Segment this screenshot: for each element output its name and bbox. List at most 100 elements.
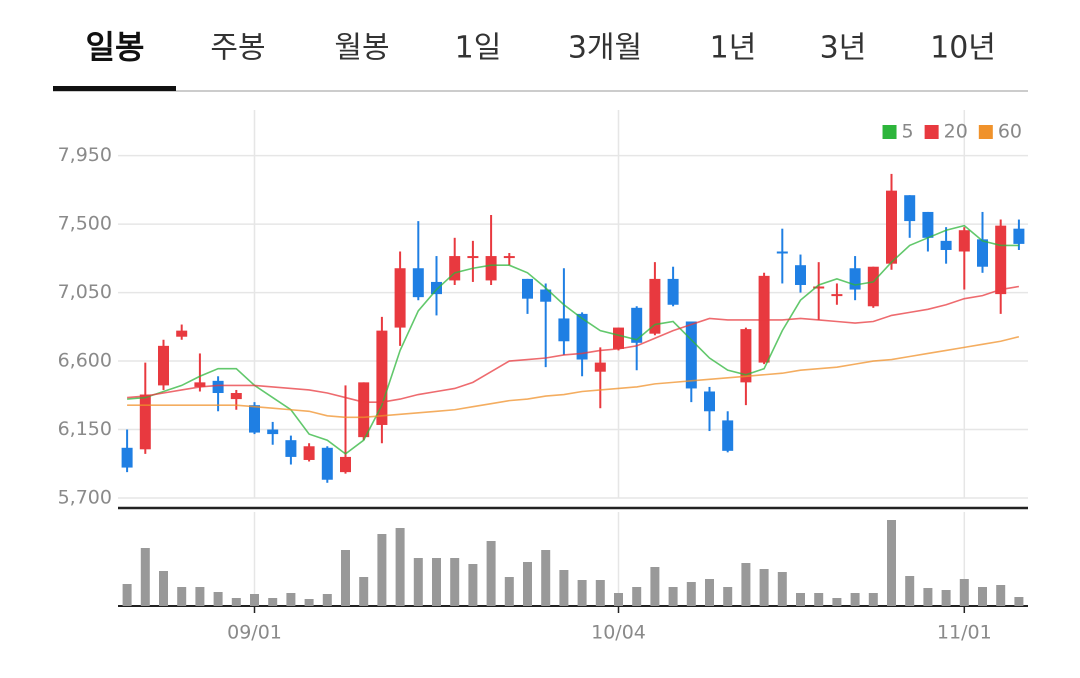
candle-body — [704, 391, 715, 412]
candle-body — [831, 294, 843, 297]
candle-body — [230, 393, 242, 400]
volume-bar — [868, 593, 878, 606]
volume-bar — [250, 594, 259, 606]
candle-body — [667, 278, 679, 305]
volume-bar — [814, 593, 824, 606]
candle-body — [194, 382, 206, 387]
tab[interactable]: 10년 — [930, 31, 996, 66]
tab[interactable]: 주봉 — [210, 31, 265, 66]
volume-bar — [341, 550, 350, 606]
volume-bar — [432, 558, 441, 606]
candle-body — [740, 329, 752, 383]
legend-label: 5 — [902, 121, 914, 143]
y-tick-label: 6,600 — [58, 350, 112, 372]
volume-bar — [413, 558, 423, 606]
volume-bar — [450, 558, 460, 606]
candle-body — [394, 268, 406, 328]
candle-body — [685, 321, 697, 389]
y-tick-label: 5,700 — [58, 487, 112, 509]
legend-swatch — [882, 125, 897, 139]
legend-label: 20 — [944, 121, 968, 143]
volume-bar — [978, 587, 987, 606]
candle-body — [321, 447, 333, 480]
volume-bar — [832, 598, 842, 606]
volume-bar — [468, 564, 478, 606]
x-tick-label: 10/04 — [591, 622, 646, 644]
volume-bar — [177, 587, 187, 606]
volume-bar — [523, 562, 532, 606]
tab[interactable]: 1일 — [455, 31, 502, 66]
candle-body — [285, 440, 297, 457]
candle-body — [158, 345, 169, 386]
volume-bar — [577, 580, 587, 606]
volume-bar — [140, 548, 150, 606]
candle-body — [503, 256, 515, 259]
candle-body — [722, 420, 734, 451]
candle-body — [940, 240, 952, 250]
volume-bar — [595, 580, 605, 606]
volume-bar — [941, 590, 951, 606]
y-tick-label: 7,050 — [58, 281, 112, 303]
volume-bar — [686, 582, 696, 606]
x-tick-label: 09/01 — [227, 622, 282, 644]
volume-bar — [796, 593, 805, 606]
candle-body — [922, 211, 934, 238]
candle-body — [1013, 228, 1025, 244]
legend-label: 60 — [998, 121, 1022, 143]
volume-bar — [304, 599, 314, 606]
volume-bar — [632, 587, 642, 606]
candle-body — [522, 278, 533, 299]
candle-body — [431, 281, 442, 295]
candle-body — [303, 446, 315, 460]
volume-bar — [850, 593, 860, 606]
candle-body — [449, 256, 461, 281]
tab[interactable]: 월봉 — [334, 31, 389, 66]
candle-body — [849, 268, 861, 290]
candle-body — [485, 256, 497, 281]
candle-body — [576, 313, 588, 360]
volume-bar — [359, 577, 369, 606]
candle-body — [958, 230, 970, 252]
volume-bar — [905, 576, 915, 606]
tab[interactable]: 3개월 — [568, 31, 642, 66]
candle-body — [139, 394, 151, 450]
volume-bar — [705, 579, 714, 606]
volume-bar — [213, 592, 223, 606]
volume-bar — [996, 585, 1006, 606]
volume-bar — [923, 588, 933, 606]
tab[interactable]: 일봉 — [86, 28, 145, 66]
candle-body — [249, 405, 260, 433]
volume-bar — [759, 569, 769, 606]
volume-bar — [268, 598, 278, 606]
candle-body — [558, 318, 570, 342]
volume-bar — [486, 541, 496, 606]
y-tick-label: 7,950 — [58, 144, 112, 166]
candle-body — [904, 195, 916, 222]
candle-body — [776, 251, 788, 254]
candle-body — [540, 289, 552, 302]
x-tick-label: 11/01 — [937, 622, 992, 644]
tab[interactable]: 1년 — [710, 31, 757, 66]
candle-body — [813, 286, 825, 289]
ma-line — [127, 335, 1020, 419]
candle-body — [340, 456, 351, 473]
volume-bar — [541, 550, 551, 606]
candle-body — [631, 307, 643, 343]
volume-bar — [504, 577, 514, 606]
tab[interactable]: 3년 — [820, 31, 867, 66]
volume-bar — [668, 587, 678, 606]
ma-line — [127, 285, 1020, 403]
candle-body — [176, 330, 188, 337]
volume-bar — [887, 520, 896, 606]
candle-body — [995, 225, 1007, 295]
volume-bar — [723, 587, 733, 606]
candle-body — [376, 330, 388, 425]
candle-body — [121, 447, 133, 468]
volume-bar — [231, 598, 241, 606]
candle-body — [795, 265, 806, 285]
candle-body — [649, 278, 661, 334]
volume-bar — [614, 593, 623, 606]
volume-bar — [377, 534, 387, 606]
legend-swatch — [978, 125, 993, 139]
